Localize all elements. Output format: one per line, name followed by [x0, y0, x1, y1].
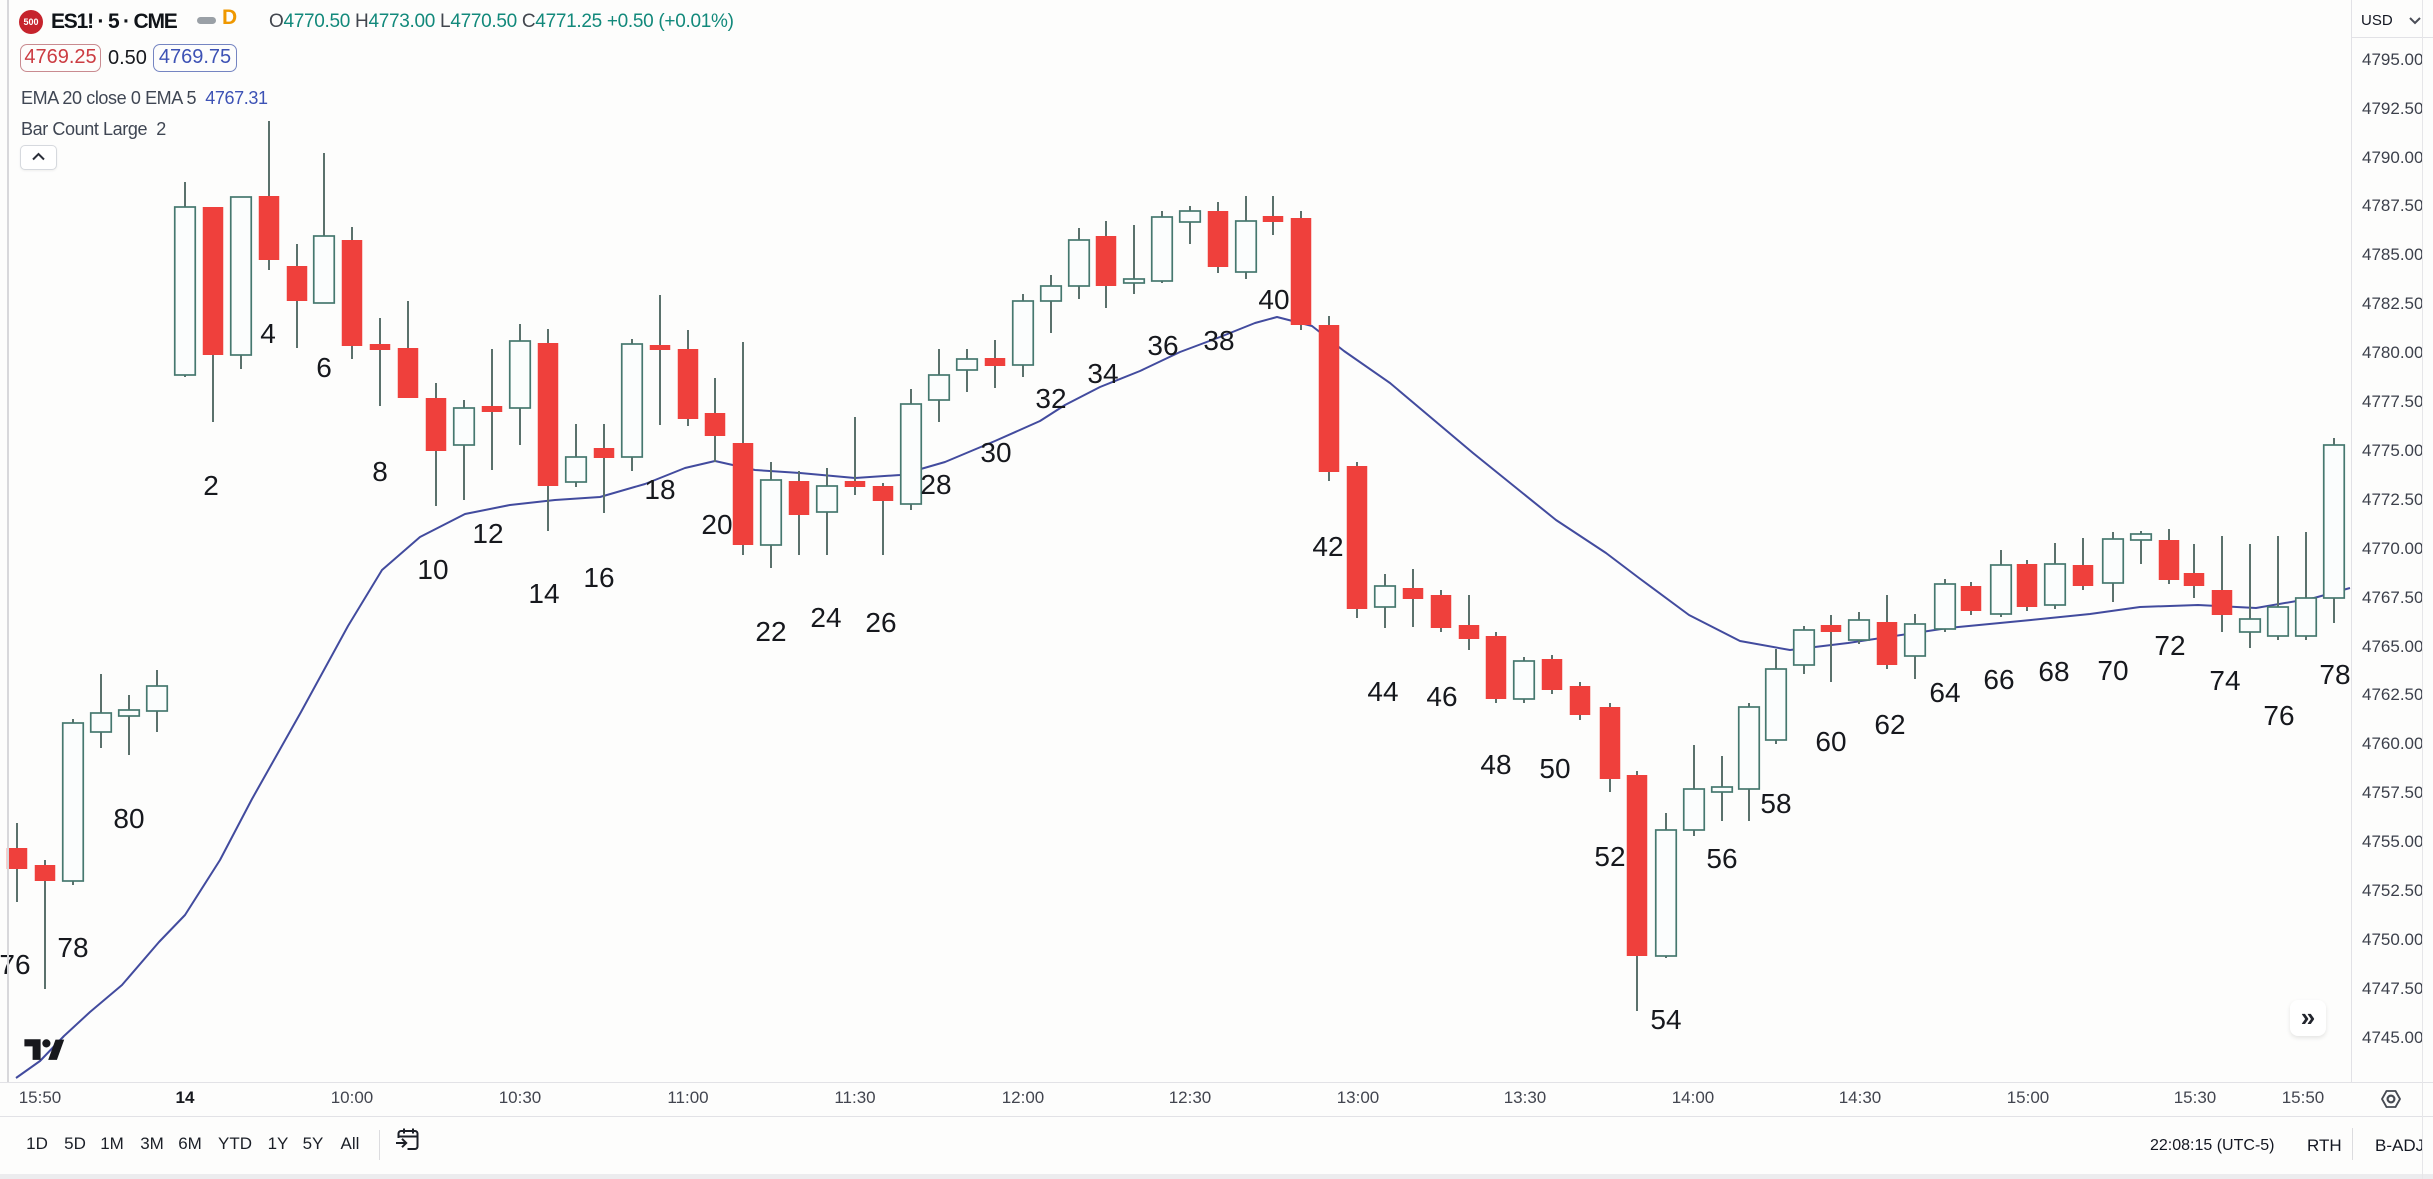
svg-text:74: 74 — [2209, 665, 2240, 696]
svg-text:58: 58 — [1760, 788, 1791, 819]
svg-text:50: 50 — [1539, 753, 1570, 784]
svg-text:76: 76 — [2263, 700, 2294, 731]
svg-text:42: 42 — [1312, 531, 1343, 562]
svg-text:76: 76 — [0, 949, 31, 980]
svg-text:36: 36 — [1147, 330, 1178, 361]
svg-text:40: 40 — [1258, 284, 1289, 315]
svg-text:80: 80 — [113, 803, 144, 834]
svg-text:56: 56 — [1706, 843, 1737, 874]
svg-text:32: 32 — [1035, 383, 1066, 414]
svg-text:68: 68 — [2038, 656, 2069, 687]
svg-text:46: 46 — [1426, 681, 1457, 712]
svg-text:8: 8 — [372, 456, 388, 487]
svg-text:24: 24 — [810, 602, 841, 633]
svg-text:4: 4 — [260, 318, 276, 349]
svg-text:62: 62 — [1874, 709, 1905, 740]
svg-text:20: 20 — [701, 509, 732, 540]
svg-text:52: 52 — [1594, 841, 1625, 872]
svg-text:10: 10 — [417, 554, 448, 585]
svg-text:14: 14 — [528, 578, 559, 609]
svg-text:72: 72 — [2154, 630, 2185, 661]
svg-text:78: 78 — [57, 932, 88, 963]
svg-text:12: 12 — [472, 518, 503, 549]
svg-text:66: 66 — [1983, 664, 2014, 695]
svg-text:64: 64 — [1929, 677, 1960, 708]
svg-text:28: 28 — [920, 469, 951, 500]
svg-text:60: 60 — [1815, 726, 1846, 757]
svg-text:34: 34 — [1087, 358, 1118, 389]
svg-text:70: 70 — [2097, 655, 2128, 686]
svg-text:2: 2 — [203, 470, 219, 501]
svg-text:54: 54 — [1650, 1004, 1681, 1035]
svg-text:38: 38 — [1203, 325, 1234, 356]
svg-text:26: 26 — [865, 607, 896, 638]
svg-text:6: 6 — [316, 352, 332, 383]
svg-text:16: 16 — [583, 562, 614, 593]
svg-text:18: 18 — [644, 474, 675, 505]
svg-text:30: 30 — [980, 437, 1011, 468]
svg-text:78: 78 — [2319, 659, 2350, 690]
svg-text:48: 48 — [1480, 749, 1511, 780]
svg-text:22: 22 — [755, 616, 786, 647]
svg-text:44: 44 — [1367, 676, 1398, 707]
